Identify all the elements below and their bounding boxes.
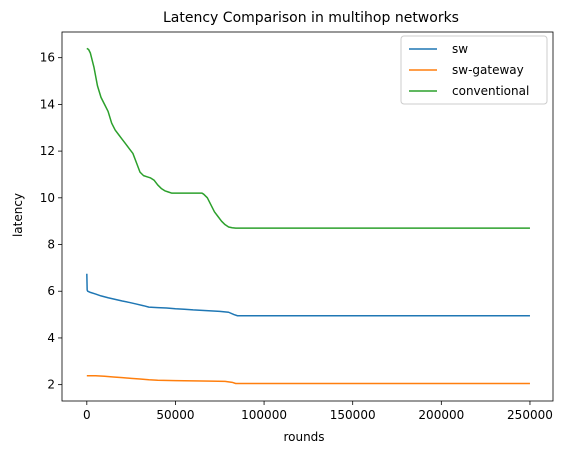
series-line-sw [86,273,530,317]
series-line-sw-gateway [86,375,530,385]
series-layer [86,47,530,385]
x-tick-label: 100000 [241,408,287,422]
x-tick-label: 50000 [156,408,194,422]
y-tick-label: 10 [40,191,55,205]
plot-area [61,31,554,402]
y-tick-label: 4 [47,331,55,345]
x-tick-label: 150000 [330,408,376,422]
x-tick-label: 0 [83,408,91,422]
chart-title: Latency Comparison in multihop networks [163,10,459,26]
y-axis-label: latency [11,193,25,237]
legend: sw sw-gateway conventional [400,35,548,105]
legend-label-sw: sw [452,42,468,56]
y-tick-label: 6 [47,284,55,298]
x-tick-label: 250000 [507,408,553,422]
y-tick-label: 16 [40,51,55,65]
y-tick-label: 12 [40,144,55,158]
y-tick-label: 2 [47,378,55,392]
y-axis: 2 4 6 8 10 12 14 16 [40,51,62,392]
y-tick-label: 14 [40,97,55,111]
plot-frame [61,31,554,402]
y-tick-label: 8 [47,238,55,252]
series-line-conventional [86,47,530,229]
legend-label-sw-gateway: sw-gateway [452,63,524,77]
legend-label-conventional: conventional [452,84,529,98]
legend-box [400,35,548,105]
x-axis: 0 50000 100000 150000 200000 250000 [83,401,553,422]
x-axis-label: rounds [283,430,324,444]
x-tick-label: 200000 [418,408,464,422]
